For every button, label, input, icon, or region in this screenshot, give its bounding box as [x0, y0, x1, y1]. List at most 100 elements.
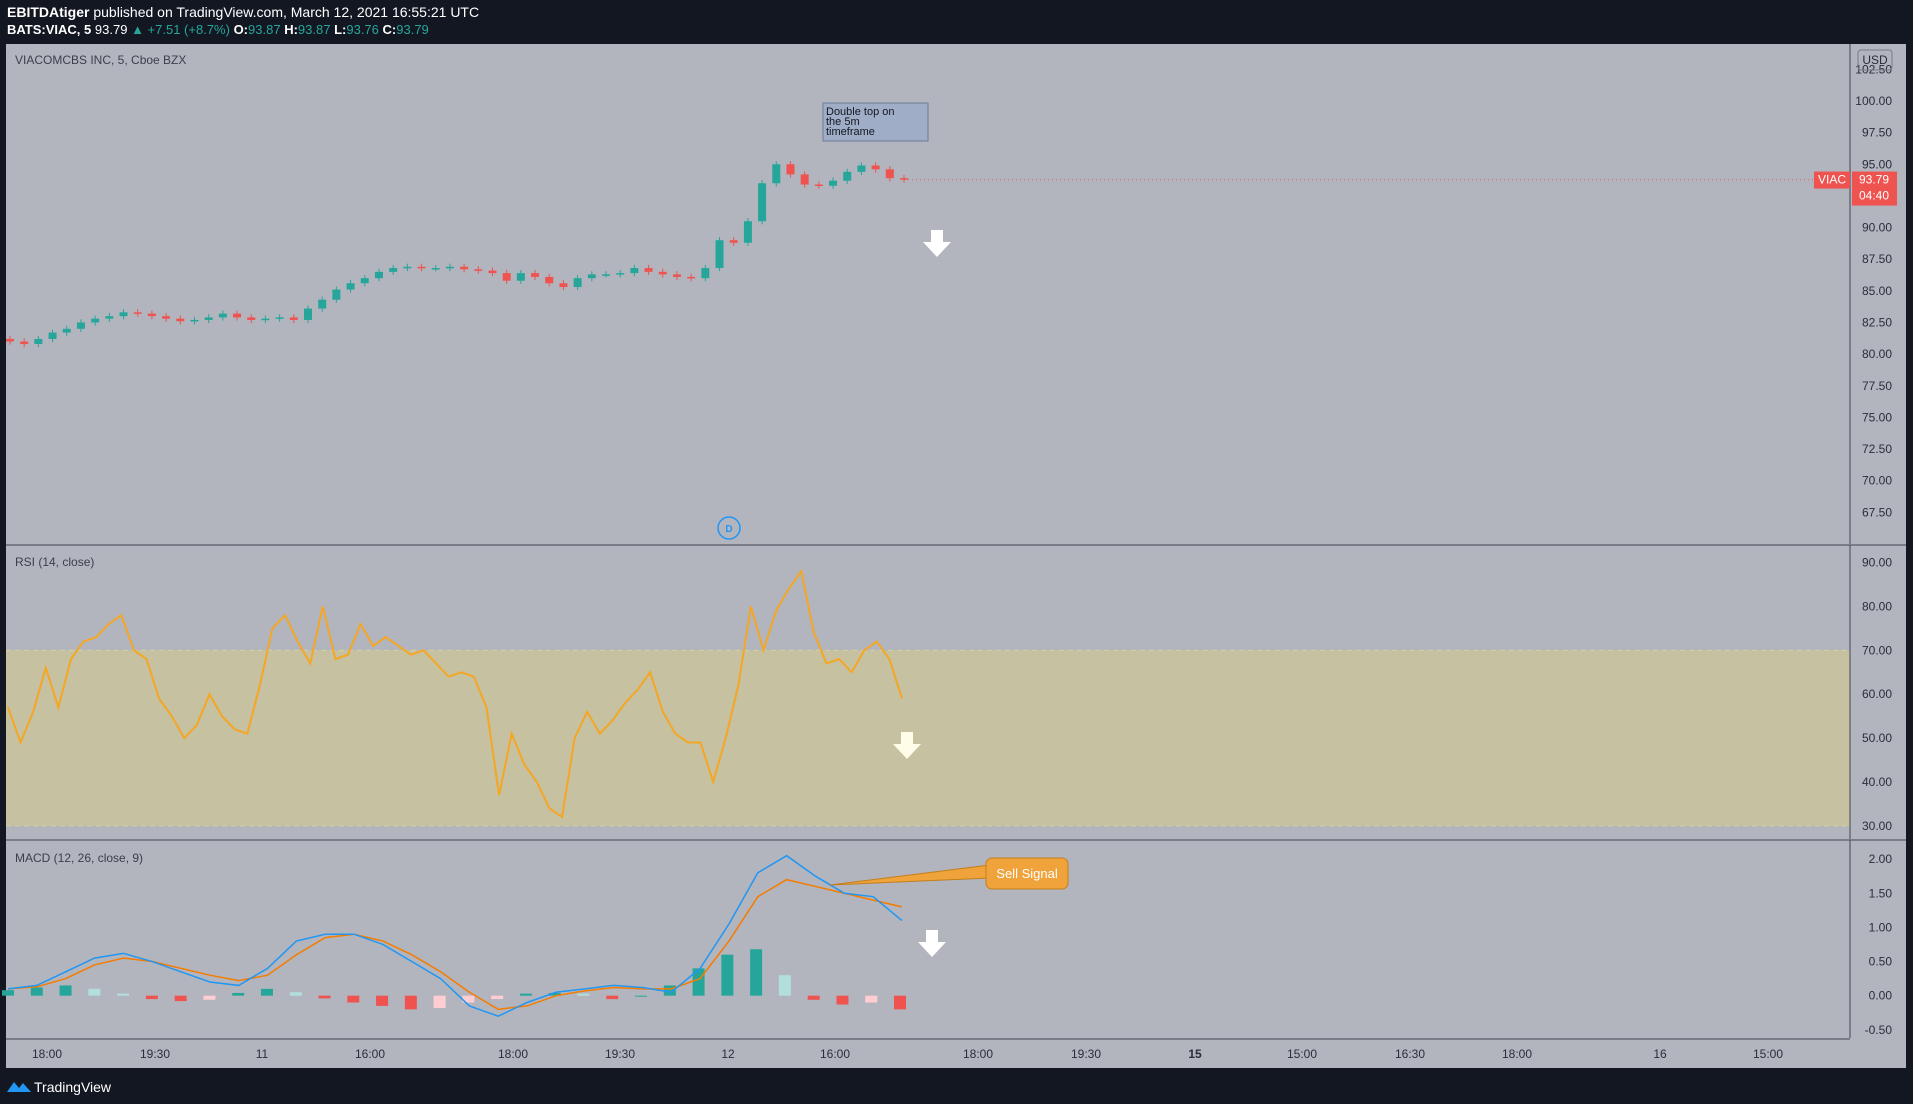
- histogram-bar: [692, 968, 705, 996]
- histogram-bar: [778, 975, 791, 996]
- candle-body: [786, 164, 795, 175]
- candle-body: [814, 184, 823, 187]
- candle-body: [247, 317, 256, 320]
- axis-tick-label: -0.50: [1865, 1023, 1893, 1037]
- candle-body: [758, 183, 767, 222]
- price-change: ▲ +7.51 (+8.7%): [131, 22, 230, 37]
- candle-body: [91, 318, 100, 323]
- price-pane[interactable]: VIACOMCBS INC, 5, Cboe BZX 102.50 100.00 97…: [6, 44, 1897, 544]
- candle-body: [360, 278, 369, 284]
- histogram-bar: [347, 995, 360, 1003]
- histogram-bar: [260, 988, 273, 996]
- footer-brand[interactable]: TradingView: [34, 1079, 112, 1095]
- histogram-bar: [174, 995, 187, 1002]
- currency-label[interactable]: USD: [1862, 53, 1888, 67]
- published-text: published on TradingView.com, March 12, …: [93, 4, 480, 20]
- histogram-bar: [2, 990, 14, 996]
- time-tick-label: 19:30: [140, 1047, 170, 1061]
- chart-background: [6, 44, 1906, 1068]
- histogram-bar: [117, 993, 130, 996]
- axis-tick-label: 60.00: [1862, 687, 1892, 701]
- candle-body: [658, 271, 667, 275]
- axis-tick-label: 70.00: [1862, 474, 1892, 488]
- time-tick-label: 18:00: [1502, 1047, 1532, 1061]
- time-tick-label: 16:30: [1395, 1047, 1425, 1061]
- candle-body: [332, 289, 341, 300]
- axis-tick-label: 97.50: [1862, 126, 1892, 140]
- pane-title: MACD (12, 26, close, 9): [15, 851, 143, 865]
- candle-body: [644, 268, 653, 272]
- candle-body: [630, 268, 639, 274]
- candle-body: [559, 283, 568, 288]
- last-price: 93.79: [94, 22, 128, 37]
- publish-line: EBITDAtiger published on TradingView.com…: [7, 4, 479, 20]
- histogram-bar: [519, 993, 532, 996]
- candle-body: [6, 338, 14, 342]
- axis-tick-label: 1.50: [1869, 886, 1893, 900]
- axis-tick-label: 2.00: [1869, 852, 1893, 866]
- histogram-bar: [548, 992, 561, 996]
- candle-body: [119, 312, 128, 317]
- candle-body: [573, 278, 582, 288]
- axis-tick-label: 40.00: [1862, 775, 1892, 789]
- candle-body: [48, 332, 57, 339]
- footer: TradingView: [0, 1070, 1913, 1104]
- axis-tick-label: 75.00: [1862, 410, 1892, 424]
- rsi-band: [6, 650, 1850, 826]
- candle-body: [204, 317, 213, 320]
- chart-canvas[interactable]: VIACOMCBS INC, 5, Cboe BZX 102.50 100.00 97…: [0, 0, 1913, 1070]
- candle-body: [389, 268, 398, 272]
- pane-title: VIACOMCBS INC, 5, Cboe BZX: [15, 53, 186, 67]
- currency-box[interactable]: [1857, 49, 1893, 71]
- histogram-bar: [145, 995, 158, 1000]
- last-price-badge: [1852, 171, 1897, 206]
- axis-tick-label: 50.00: [1862, 731, 1892, 745]
- candle-body: [147, 313, 156, 317]
- pane-title: RSI (14, close): [15, 555, 94, 569]
- macd-line: [7, 854, 903, 1017]
- time-tick-label: 15:00: [1753, 1047, 1783, 1061]
- dividend-marker-label: D: [725, 524, 732, 535]
- open-value: 93.87: [248, 22, 281, 37]
- rsi-pane[interactable]: RSI (14, close) 90.00 80.00 70.00 60.00 50.00…: [6, 544, 1906, 839]
- histogram-bar: [577, 993, 590, 996]
- author-name[interactable]: EBITDAtiger: [7, 4, 90, 20]
- histogram-bar: [59, 985, 72, 996]
- candle-body: [743, 221, 752, 243]
- axis-tick-label: 30.00: [1862, 819, 1892, 833]
- time-tick-label: 11: [256, 1047, 269, 1061]
- histogram-bar: [289, 992, 302, 996]
- candle-body: [62, 328, 71, 333]
- candle-body: [587, 274, 596, 279]
- candle-body: [261, 318, 270, 321]
- candle-body: [772, 164, 781, 184]
- macd-pane[interactable]: MACD (12, 26, close, 9) 2.00 1.50 1.00 0.50 0…: [2, 839, 1906, 1038]
- sell-signal-label: Sell Signal: [996, 866, 1058, 881]
- candle-body: [105, 316, 114, 319]
- histogram-bar: [30, 987, 43, 996]
- candle-body: [701, 268, 710, 279]
- histogram-bar: [894, 995, 906, 1010]
- bar-countdown-label: 04:40: [1859, 189, 1889, 203]
- macd-histogram: [2, 949, 906, 1010]
- axis-tick-label: 85.00: [1862, 284, 1892, 298]
- candle-body: [672, 274, 681, 277]
- time-tick-label: 19:30: [605, 1047, 635, 1061]
- candle-body: [76, 322, 85, 329]
- close-label: C:: [382, 22, 397, 37]
- candle-body: [829, 180, 838, 186]
- tradingview-logo-icon[interactable]: [6, 1078, 32, 1096]
- high-value: 93.87: [297, 22, 331, 37]
- histogram-bar: [750, 949, 763, 996]
- candle-body: [233, 313, 242, 318]
- note-text-line: the 5m: [826, 116, 860, 128]
- candle-body: [289, 317, 298, 320]
- symbol-tag-box: [1814, 171, 1850, 189]
- axis-tick-label: 80.00: [1862, 347, 1892, 361]
- time-axis[interactable]: 18:00 19:30 11 16:00 18:00 19:30 12 16:00 18:00 1…: [6, 1038, 1850, 1068]
- axis-tick-label: 100.00: [1855, 94, 1892, 108]
- dividend-marker[interactable]: [717, 516, 741, 540]
- sell-signal-callout[interactable]: [985, 857, 1069, 890]
- note-box[interactable]: [822, 102, 929, 142]
- histogram-bar: [404, 995, 417, 1010]
